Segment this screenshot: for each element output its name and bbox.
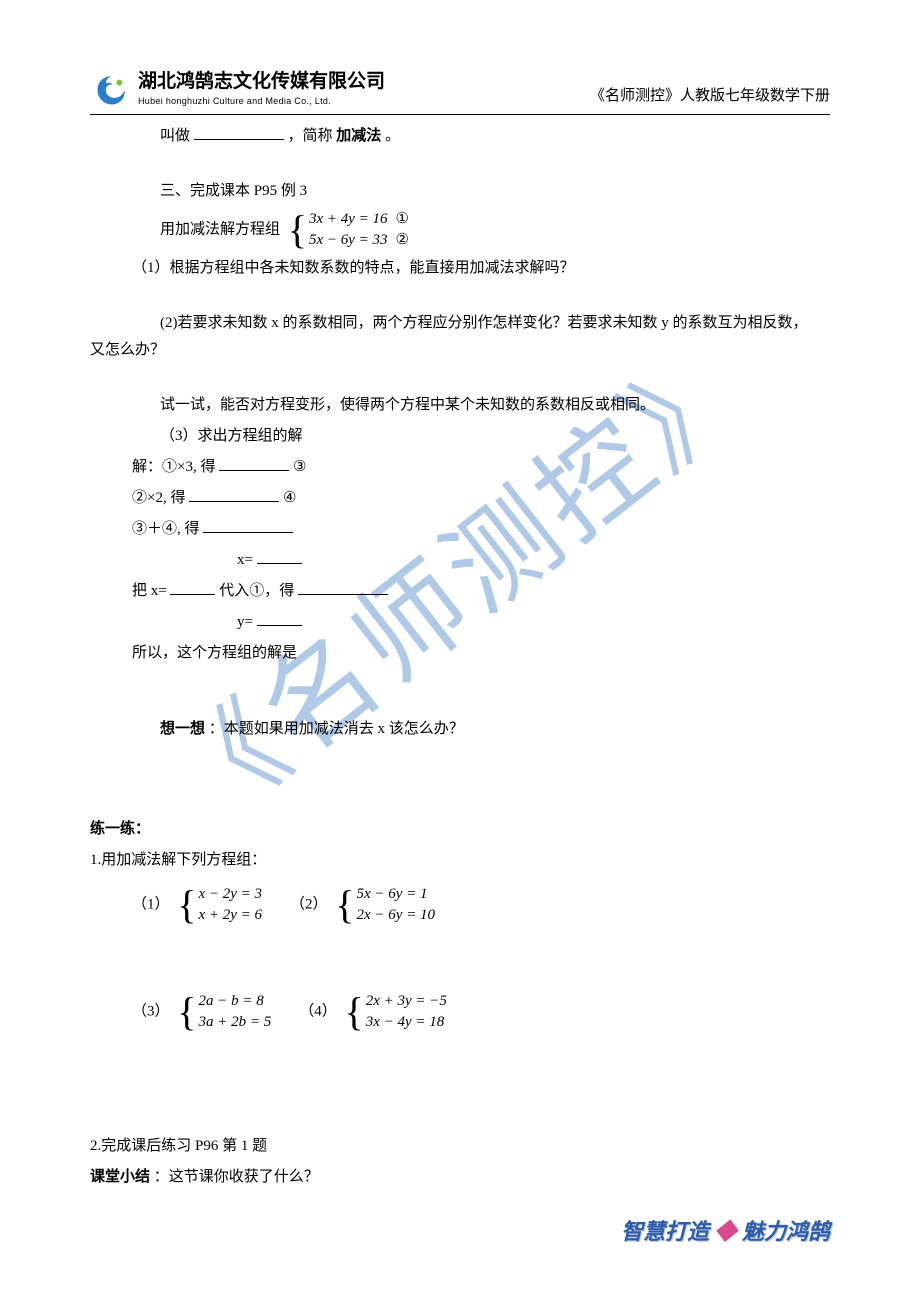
- eq-line-1: 3x + 4y = 16: [309, 211, 388, 227]
- summary-question: ：这节课你收获了什么？: [154, 1169, 319, 1185]
- item-label: （4）: [299, 1003, 337, 1019]
- eq-num-4: ④: [283, 490, 296, 506]
- summary-label: 课堂小结: [90, 1169, 150, 1185]
- practice-item-1: （1） { x − 2y = 3 x + 2y = 6: [132, 884, 266, 926]
- text: ③＋④, 得: [132, 521, 203, 537]
- fill-blank[interactable]: [219, 456, 289, 471]
- sol-line-3: ③＋④, 得: [132, 516, 820, 543]
- eq-line: 2x − 6y = 10: [357, 905, 436, 926]
- text: ，简称: [288, 128, 333, 144]
- eq-line: 2a − b = 8: [198, 991, 271, 1012]
- think-line: 想一想 ：本题如果用加减法消去 x 该怎么办？: [132, 716, 820, 743]
- item-label: （1）: [132, 896, 170, 912]
- intro-line: 叫做 ，简称 加减法 。: [132, 123, 820, 150]
- text: (2)若要求未知数 x 的系数相同，两个方程应分别作怎样变化？若要求未知数 y …: [90, 315, 808, 358]
- fill-blank[interactable]: [203, 518, 293, 533]
- text: 解：①×3, 得: [132, 459, 215, 475]
- text: 用加减法解方程组: [160, 221, 284, 237]
- text: 把 x=: [132, 583, 167, 599]
- page-container: 湖北鸿鹄志文化传媒有限公司 Hubei honghuzhi Culture an…: [0, 0, 920, 1235]
- eq-line: x + 2y = 6: [198, 905, 262, 926]
- text: 叫做: [160, 128, 194, 144]
- text: y=: [237, 614, 253, 630]
- sol-x-line: x=: [132, 547, 820, 574]
- eq-line-2: 5x − 6y = 33: [309, 232, 388, 248]
- sol-sub-line: 把 x= 代入①，得: [132, 578, 820, 605]
- brace-icon: {: [288, 210, 307, 250]
- try-line: 试一试，能否对方程变形，使得两个方程中某个未知数的系数相反或相同。: [132, 392, 820, 419]
- text: 代入①，得: [219, 583, 294, 599]
- item-label: （3）: [132, 1003, 170, 1019]
- practice-title: 练一练：: [90, 816, 820, 843]
- book-title: 《名师测控》人教版七年级数学下册: [590, 83, 830, 112]
- fill-blank[interactable]: [298, 580, 388, 595]
- section-3-title: 三、完成课本 P95 例 3: [132, 178, 820, 205]
- fill-blank[interactable]: [257, 549, 302, 564]
- content-body: 叫做 ，简称 加减法 。 三、完成课本 P95 例 3 用加减法解方程组 { 3…: [90, 123, 830, 1191]
- sol-end: 所以，这个方程组的解是: [132, 640, 820, 667]
- term-bold: 加减法: [336, 128, 381, 144]
- practice-2: 2.完成课后练习 P96 第 1 题: [90, 1133, 820, 1160]
- eq-line: 3x − 4y = 18: [366, 1012, 447, 1033]
- brace-icon: {: [335, 885, 354, 925]
- practice-row-2: （3） { 2a − b = 8 3a + 2b = 5 （4） { 2x + …: [132, 991, 820, 1033]
- item-label: （2）: [290, 896, 328, 912]
- text: ②×2, 得: [132, 490, 185, 506]
- brace-icon: {: [177, 885, 196, 925]
- equation-intro: 用加减法解方程组 { 3x + 4y = 16 ① 5x − 6y = 33 ②: [132, 209, 820, 251]
- eq-num-3: ③: [293, 459, 306, 475]
- sol-line-2: ②×2, 得 ④: [132, 485, 820, 512]
- practice-1-title: 1.用加减法解下列方程组：: [90, 847, 820, 874]
- think-label: 想一想: [160, 721, 205, 737]
- question-2: (2)若要求未知数 x 的系数相同，两个方程应分别作怎样变化？若要求未知数 y …: [90, 310, 820, 364]
- summary-line: 课堂小结 ：这节课你收获了什么？: [90, 1164, 820, 1191]
- equation-system-main: { 3x + 4y = 16 ① 5x − 6y = 33 ②: [288, 209, 409, 251]
- sol-line-1: 解：①×3, 得 ③: [132, 454, 820, 481]
- page-header: 湖北鸿鹄志文化传媒有限公司 Hubei honghuzhi Culture an…: [90, 70, 830, 115]
- practice-item-4: （4） { 2x + 3y = −5 3x − 4y = 18: [299, 991, 451, 1033]
- text: 。: [385, 128, 400, 144]
- sol-y-line: y=: [132, 609, 820, 636]
- eq-line: 5x − 6y = 1: [357, 884, 436, 905]
- fill-blank[interactable]: [189, 487, 279, 502]
- practice-row-1: （1） { x − 2y = 3 x + 2y = 6 （2） { 5x − 6…: [132, 884, 820, 926]
- eq-line: x − 2y = 3: [198, 884, 262, 905]
- brace-icon: {: [344, 992, 363, 1032]
- question-1: （1）根据方程组中各未知数系数的特点，能直接用加减法求解吗？: [132, 255, 820, 282]
- fill-blank[interactable]: [257, 611, 302, 626]
- think-question: ：本题如果用加减法消去 x 该怎么办？: [209, 721, 464, 737]
- eq-num-1: ①: [396, 211, 409, 227]
- fill-blank[interactable]: [170, 580, 215, 595]
- swan-logo-icon: [90, 70, 132, 112]
- brace-icon: {: [177, 992, 196, 1032]
- eq-line: 2x + 3y = −5: [366, 991, 447, 1012]
- text: x=: [237, 552, 253, 568]
- company-name-en: Hubei honghuzhi Culture and Media Co., L…: [138, 93, 385, 109]
- company-name-cn: 湖北鸿鹄志文化传媒有限公司: [138, 72, 385, 93]
- practice-item-3: （3） { 2a − b = 8 3a + 2b = 5: [132, 991, 275, 1033]
- question-3: （3）求出方程组的解: [132, 423, 820, 450]
- fill-blank[interactable]: [194, 125, 284, 140]
- eq-line: 3a + 2b = 5: [198, 1012, 271, 1033]
- practice-item-2: （2） { 5x − 6y = 1 2x − 6y = 10: [290, 884, 439, 926]
- eq-num-2: ②: [396, 232, 409, 248]
- logo-block: 湖北鸿鹄志文化传媒有限公司 Hubei honghuzhi Culture an…: [90, 70, 385, 112]
